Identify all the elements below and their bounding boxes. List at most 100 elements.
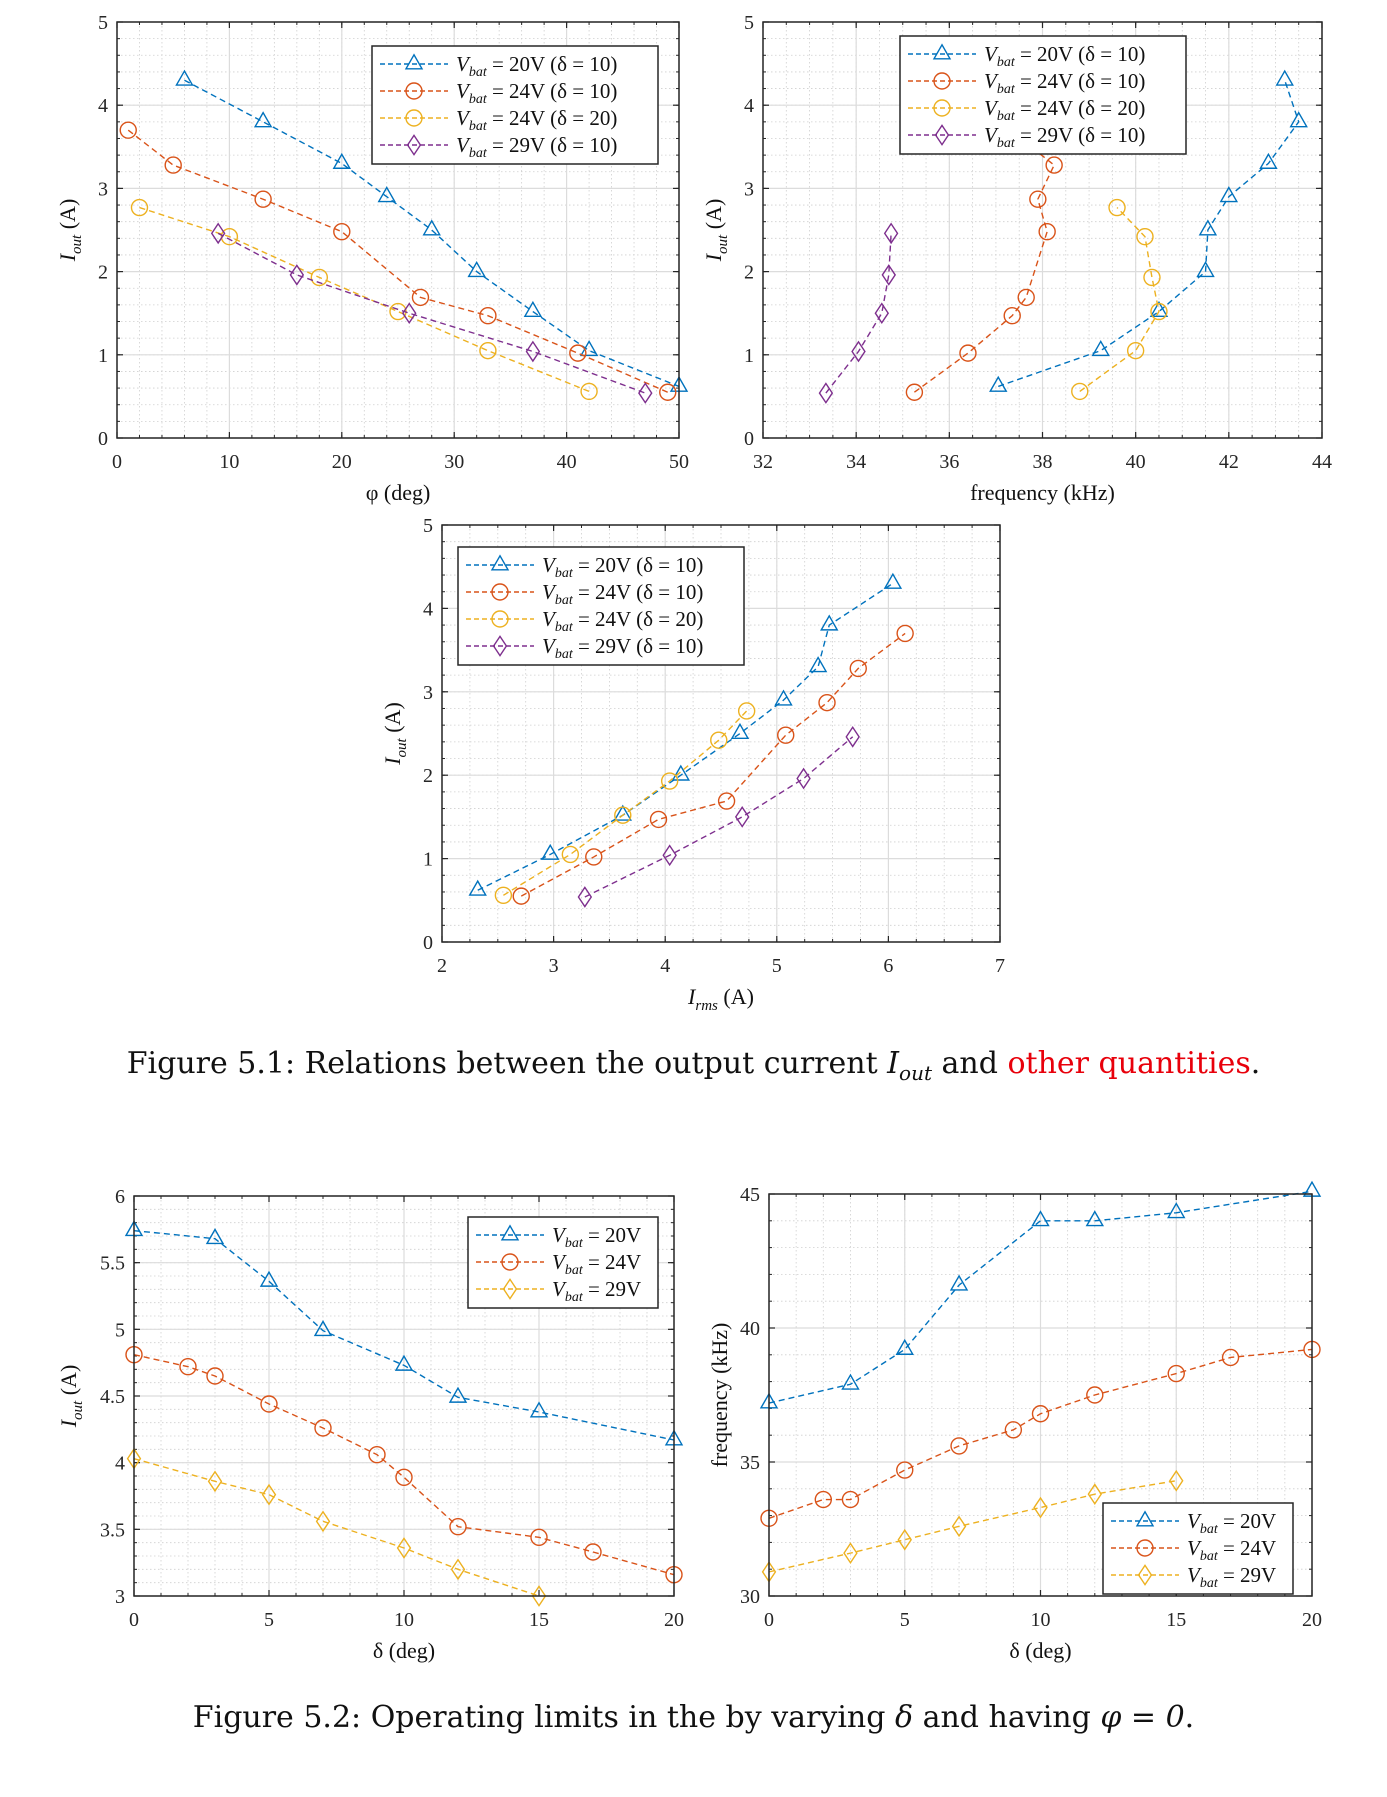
data-point-diamond xyxy=(1169,1469,1184,1492)
legend-entry-label: Vbat = 29V (δ = 10) xyxy=(984,123,1145,151)
y-tick-label: 4 xyxy=(98,95,108,117)
data-point-circle xyxy=(659,383,677,401)
data-point-diamond xyxy=(662,844,677,867)
legend-entry-label: Vbat = 20V (δ = 10) xyxy=(456,52,617,80)
data-point-circle xyxy=(1029,190,1047,208)
data-point-circle xyxy=(777,726,795,744)
data-point-circle xyxy=(1038,222,1056,241)
data-point-circle xyxy=(179,1357,197,1376)
y-tick-label: 5 xyxy=(115,1319,125,1341)
x-tick-label: 0 xyxy=(112,451,122,473)
data-point-diamond xyxy=(396,1537,412,1559)
legend-marker-circle xyxy=(405,82,423,100)
y-tick-label: 3 xyxy=(423,682,433,704)
series-line xyxy=(825,233,892,394)
y-axis-label: Iout (A) xyxy=(56,1365,86,1429)
x-tick-label: 6 xyxy=(883,955,893,977)
legend-marker-diamond xyxy=(502,1278,518,1300)
data-point-circle xyxy=(1108,198,1126,217)
x-tick-label: 4 xyxy=(660,955,670,977)
y-tick-label: 3 xyxy=(115,1586,125,1608)
data-point-diamond xyxy=(210,222,226,245)
data-point-triangle xyxy=(730,722,750,739)
x-tick-label: 5 xyxy=(264,1609,274,1631)
y-tick-label: 0 xyxy=(744,428,754,450)
data-point-circle xyxy=(1150,302,1168,321)
data-point-circle xyxy=(449,1517,467,1536)
series-yellow-2 xyxy=(130,198,598,401)
axes-frame xyxy=(133,1195,675,1597)
data-point-diamond xyxy=(531,1585,547,1607)
data-point-circle xyxy=(717,792,736,810)
data-point-circle xyxy=(1004,1421,1023,1439)
data-point-circle xyxy=(530,1528,548,1547)
x-axis-label: δ (deg) xyxy=(1009,1638,1071,1663)
caption-5-1-link[interactable]: other quantities xyxy=(1007,1046,1251,1081)
y-tick-label: 1 xyxy=(423,849,433,871)
data-point-diamond xyxy=(450,1558,466,1581)
data-point-circle xyxy=(614,806,632,824)
data-point-triangle xyxy=(1275,69,1294,86)
data-point-circle xyxy=(814,1490,832,1509)
data-point-circle xyxy=(333,222,351,241)
data-point-circle xyxy=(494,886,513,904)
legend-box xyxy=(1102,1502,1294,1595)
legend-marker-circle xyxy=(501,1253,519,1271)
data-point-circle xyxy=(512,887,530,905)
legend-entry-label: Vbat = 24V xyxy=(1187,1536,1276,1564)
y-tick-label: 2 xyxy=(423,765,433,787)
data-point-triangle xyxy=(1219,186,1239,203)
data-point-circle xyxy=(710,731,728,749)
data-point-diamond xyxy=(851,340,866,363)
x-tick-label: 15 xyxy=(1166,1609,1186,1631)
legend-entry-label: Vbat = 29V (δ = 10) xyxy=(456,133,617,161)
data-point-triangle xyxy=(448,1386,468,1403)
data-point-triangle xyxy=(1031,1210,1050,1227)
data-point-circle xyxy=(1221,1348,1240,1367)
series-blue-0 xyxy=(468,572,903,896)
x-tick-label: 30 xyxy=(444,451,464,473)
legend-marker-triangle xyxy=(932,43,952,60)
x-tick-label: 10 xyxy=(1031,1609,1051,1631)
legend-entry-label: Vbat = 29V xyxy=(1187,1563,1276,1591)
x-tick-label: 44 xyxy=(1312,451,1332,473)
data-point-circle xyxy=(368,1445,386,1464)
legend-marker-diamond xyxy=(934,124,950,146)
series-line xyxy=(1079,207,1160,392)
data-point-circle xyxy=(896,624,914,643)
data-point-triangle xyxy=(394,1354,414,1371)
data-point-triangle xyxy=(841,1373,860,1390)
x-tick-label: 7 xyxy=(995,955,1005,977)
x-tick-label: 2 xyxy=(437,955,447,977)
data-point-triangle xyxy=(1149,300,1169,318)
data-point-triangle xyxy=(377,186,396,203)
x-tick-label: 34 xyxy=(846,451,866,473)
series-blue-0 xyxy=(989,69,1308,392)
series-line xyxy=(913,129,1056,393)
data-point-diamond xyxy=(818,382,834,404)
data-point-circle xyxy=(849,659,867,678)
caption-5-2-prefix: Figure 5.2: Operating limits in the by v… xyxy=(192,1700,895,1735)
data-point-diamond xyxy=(315,1510,331,1533)
x-axis-label: Irms (A) xyxy=(687,984,754,1014)
figure-5-2-caption: Figure 5.2: Operating limits in the by v… xyxy=(0,1700,1387,1735)
data-point-circle xyxy=(896,1461,914,1479)
x-tick-label: 20 xyxy=(664,1609,684,1631)
data-point-circle xyxy=(260,1395,278,1413)
data-point-diamond xyxy=(843,1542,858,1564)
y-axis-label: Iout (A) xyxy=(55,199,85,263)
axes-frame xyxy=(762,21,1323,439)
legend-entry-label: Vbat = 24V (δ = 10) xyxy=(542,580,703,608)
data-point-circle xyxy=(584,1543,602,1561)
series-line xyxy=(768,1480,1177,1573)
data-point-triangle xyxy=(808,656,828,673)
data-point-circle xyxy=(119,121,137,139)
y-axis-label: frequency (kHz) xyxy=(707,1323,732,1468)
y-axis-label: Iout (A) xyxy=(701,199,731,263)
legend-marker-triangle xyxy=(1135,1510,1155,1527)
data-point-circle xyxy=(395,1468,413,1487)
